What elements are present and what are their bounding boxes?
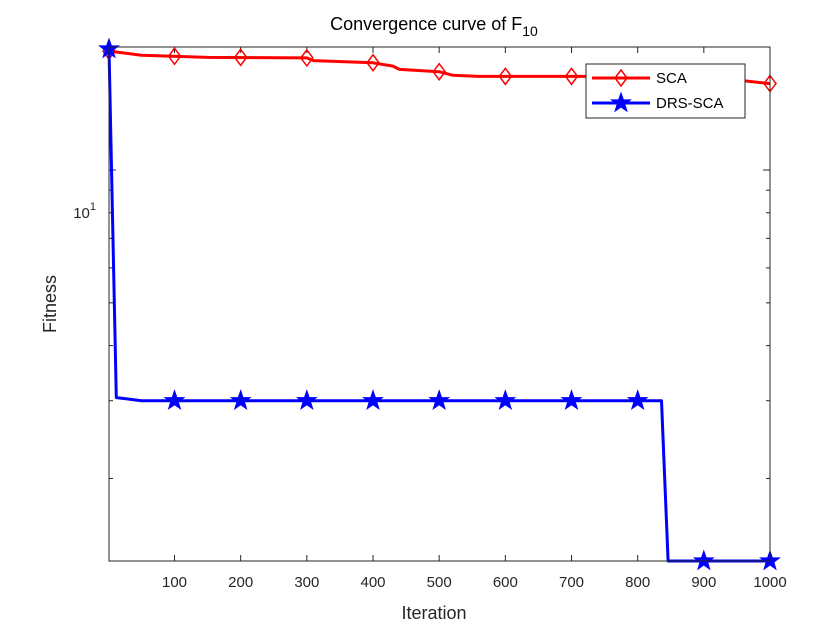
marker-drs-sca-400 bbox=[362, 389, 384, 411]
legend-box bbox=[585, 63, 746, 119]
x-tick-label-400: 400 bbox=[360, 574, 385, 591]
x-tick-label-600: 600 bbox=[493, 574, 518, 591]
x-tick-label-900: 900 bbox=[691, 574, 716, 591]
marker-drs-sca-500 bbox=[428, 389, 451, 411]
marker-sca-200 bbox=[233, 48, 248, 67]
y-tick-label-base: 10 bbox=[73, 205, 90, 222]
plot-area bbox=[109, 47, 770, 561]
y-axis-title: Fitness bbox=[40, 275, 60, 333]
y-tick-label-exponent: 1 bbox=[90, 201, 96, 213]
marker-sca-500 bbox=[432, 62, 447, 81]
series-line-sca bbox=[108, 49, 771, 86]
x-tick-label-700: 700 bbox=[559, 574, 584, 591]
x-tick-label-800: 800 bbox=[625, 574, 650, 591]
legend-sca-label: SCA bbox=[656, 70, 687, 87]
marker-drs-sca-900 bbox=[692, 549, 715, 571]
plot-frame bbox=[108, 46, 771, 562]
marker-sca-300 bbox=[299, 48, 314, 68]
marker-sca-700 bbox=[564, 67, 579, 86]
legend: SCA DRS-SCA bbox=[585, 63, 746, 119]
x-tick-label-200: 200 bbox=[228, 574, 253, 591]
marker-sca-600 bbox=[498, 67, 513, 86]
legend-drs-sca-marker bbox=[610, 91, 632, 113]
marker-sca-100 bbox=[167, 47, 182, 66]
legend-sca-marker bbox=[614, 68, 628, 88]
chart-title-main: Convergence curve of F bbox=[330, 14, 522, 34]
x-tick-label-1000: 1000 bbox=[753, 574, 786, 591]
marker-drs-sca-600 bbox=[494, 389, 517, 411]
chart-title-subscript: 10 bbox=[522, 23, 538, 39]
x-tick-label-500: 500 bbox=[427, 574, 452, 591]
x-tick-label-300: 300 bbox=[294, 574, 319, 591]
legend-drs-sca-label: DRS-SCA bbox=[656, 95, 724, 112]
marker-drs-sca-200 bbox=[229, 389, 252, 411]
marker-sca-400 bbox=[366, 53, 380, 73]
x-tick-label-100: 100 bbox=[162, 574, 187, 591]
marker-drs-sca-800 bbox=[626, 389, 649, 411]
marker-drs-sca-300 bbox=[295, 389, 318, 411]
x-tick-labels: 100 200 300 400 500 600 700 800 900 1000 bbox=[162, 574, 787, 591]
chart-title: Convergence curve of F10 bbox=[330, 14, 538, 39]
marker-drs-sca-700 bbox=[560, 389, 583, 411]
x-axis-title: Iteration bbox=[401, 603, 466, 623]
marker-drs-sca-100 bbox=[163, 389, 186, 411]
y-tick-label-10: 101 bbox=[73, 201, 96, 222]
